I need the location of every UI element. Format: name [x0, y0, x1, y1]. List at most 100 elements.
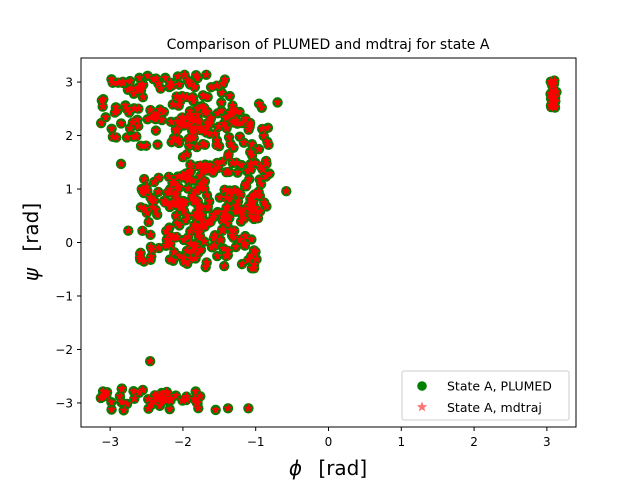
mdtraj-point: [171, 199, 182, 209]
mdtraj-point: [236, 216, 246, 226]
x-tick-label: −3: [101, 435, 119, 449]
mdtraj-point: [231, 242, 241, 252]
mdtraj-point: [190, 211, 200, 221]
mdtraj-point: [242, 166, 253, 176]
mdtraj-point: [231, 201, 241, 211]
mdtraj-point: [243, 403, 254, 413]
mdtraj-point: [164, 82, 175, 92]
mdtraj-point: [219, 184, 230, 194]
y-tick-label: 0: [65, 236, 73, 250]
mdtraj-point: [98, 386, 108, 396]
mdtraj-point: [549, 78, 559, 88]
mdtraj-point: [256, 179, 266, 189]
mdtraj-point: [132, 114, 143, 124]
mdtraj-point: [236, 160, 247, 170]
mdtraj-point: [199, 91, 209, 101]
mdtraj-point: [244, 200, 254, 210]
mdtraj-point: [135, 247, 146, 257]
mdtraj-point: [208, 212, 219, 222]
mdtraj-point: [224, 132, 234, 142]
mdtraj-point: [195, 391, 205, 401]
mdtraj-point: [232, 203, 243, 213]
mdtraj-point: [171, 390, 181, 400]
mdtraj-point: [143, 394, 153, 404]
mdtraj-point: [173, 194, 183, 204]
mdtraj-point: [201, 127, 211, 137]
y-tick-label: −3: [55, 396, 73, 410]
mdtraj-point: [183, 183, 193, 193]
mdtraj-point: [212, 135, 222, 145]
mdtraj-point: [111, 102, 121, 112]
mdtraj-point: [235, 131, 245, 141]
mdtraj-point: [234, 107, 245, 116]
mdtraj-point: [551, 87, 562, 96]
mdtraj-point: [249, 259, 259, 269]
mdtraj-point: [136, 202, 146, 212]
y-tick-label: 1: [65, 183, 73, 197]
mdtraj-point: [142, 70, 153, 80]
mdtraj-point: [233, 187, 244, 197]
mdtraj-point: [253, 213, 263, 223]
mdtraj-point: [206, 112, 216, 122]
mdtraj-point: [262, 136, 273, 146]
mdtraj-point: [143, 403, 154, 413]
mdtraj-point: [248, 190, 258, 200]
mdtraj-point: [190, 253, 201, 263]
mdtraj-point: [135, 254, 145, 264]
mdtraj-point: [199, 103, 210, 112]
mdtraj-point: [249, 214, 259, 223]
mdtraj-point: [210, 128, 220, 138]
mdtraj-point: [212, 108, 223, 118]
mdtraj-point: [165, 254, 175, 264]
mdtraj-point: [144, 217, 154, 227]
mdtraj-point: [188, 96, 199, 106]
mdtraj-point: [116, 158, 126, 168]
mdtraj-point: [215, 192, 225, 202]
mdtraj-point: [146, 241, 156, 251]
y-tick-label: −2: [55, 343, 73, 357]
mdtraj-point: [223, 202, 233, 212]
mdtraj-point: [160, 72, 171, 82]
mdtraj-point: [199, 236, 210, 246]
mdtraj-point: [173, 71, 183, 81]
mdtraj-point: [246, 251, 257, 260]
mdtraj-point: [219, 118, 229, 128]
mdtraj-point: [100, 112, 111, 122]
mdtraj-point: [185, 226, 196, 236]
mdtraj-point: [257, 164, 268, 174]
mdtraj-point: [198, 166, 208, 176]
mdtraj-point: [249, 189, 260, 199]
mdtraj-point: [142, 114, 153, 124]
x-tick-label: 1: [397, 435, 405, 449]
mdtraj-point: [128, 117, 138, 127]
mdtraj-point: [152, 209, 162, 219]
mdtraj-point: [196, 244, 206, 254]
mdtraj-point: [201, 69, 212, 79]
mdtraj-point: [248, 196, 259, 206]
x-tick-label: 2: [470, 435, 478, 449]
mdtraj-point: [244, 174, 254, 184]
mdtraj-point: [110, 107, 120, 117]
mdtraj-point: [223, 403, 233, 413]
mdtraj-point: [177, 112, 187, 122]
mdtraj-point: [548, 85, 559, 95]
mdtraj-point: [128, 386, 139, 396]
mdtraj-point: [229, 225, 240, 235]
mdtraj-point: [239, 137, 249, 147]
mdtraj-point: [250, 157, 261, 167]
mdtraj-point: [171, 210, 181, 220]
mdtraj-point: [198, 221, 209, 231]
mdtraj-point: [192, 212, 203, 222]
mdtraj-point: [211, 80, 222, 90]
mdtraj-point: [227, 109, 237, 119]
mdtraj-point: [193, 200, 203, 210]
mdtraj-point: [245, 159, 256, 169]
mdtraj-point: [153, 78, 164, 88]
mdtraj-point: [227, 158, 238, 168]
mdtraj-point: [123, 225, 134, 235]
mdtraj-point: [178, 120, 189, 130]
mdtraj-point: [205, 128, 215, 138]
mdtraj-point: [138, 384, 148, 394]
mdtraj-point: [180, 215, 191, 225]
y-axis-label: ψ [rad]: [19, 203, 43, 281]
